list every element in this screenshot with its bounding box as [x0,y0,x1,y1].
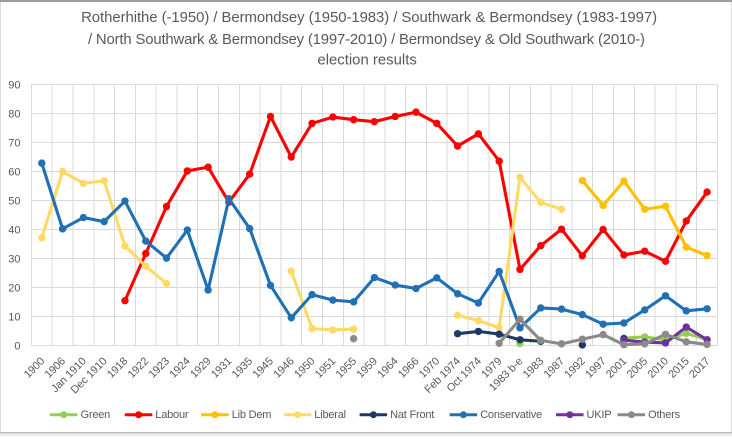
svg-text:Rotherhithe (-1950) / Bermonds: Rotherhithe (-1950) / Bermondsey (1950-1… [81,10,657,26]
svg-text:20: 20 [8,282,20,294]
svg-text:80: 80 [8,109,20,121]
svg-text:0: 0 [14,340,20,352]
svg-text:Conservative: Conservative [480,409,542,421]
svg-text:40: 40 [8,224,20,236]
svg-text:90: 90 [8,80,20,92]
svg-text:/ North Southwark & Bermondsey: / North Southwark & Bermondsey (1997-201… [88,32,645,48]
svg-text:Lib Dem: Lib Dem [232,409,272,421]
svg-text:Liberal: Liberal [314,409,346,421]
svg-text:Nat Front: Nat Front [390,409,434,421]
svg-text:70: 70 [8,138,20,150]
svg-text:Green: Green [81,409,111,421]
svg-text:election results: election results [317,53,416,69]
svg-text:50: 50 [8,195,20,207]
svg-text:Others: Others [648,409,681,421]
svg-text:10: 10 [8,311,20,323]
svg-text:30: 30 [8,253,20,265]
svg-text:Labour: Labour [155,409,189,421]
svg-text:UKIP: UKIP [587,409,612,421]
svg-text:60: 60 [8,167,20,179]
